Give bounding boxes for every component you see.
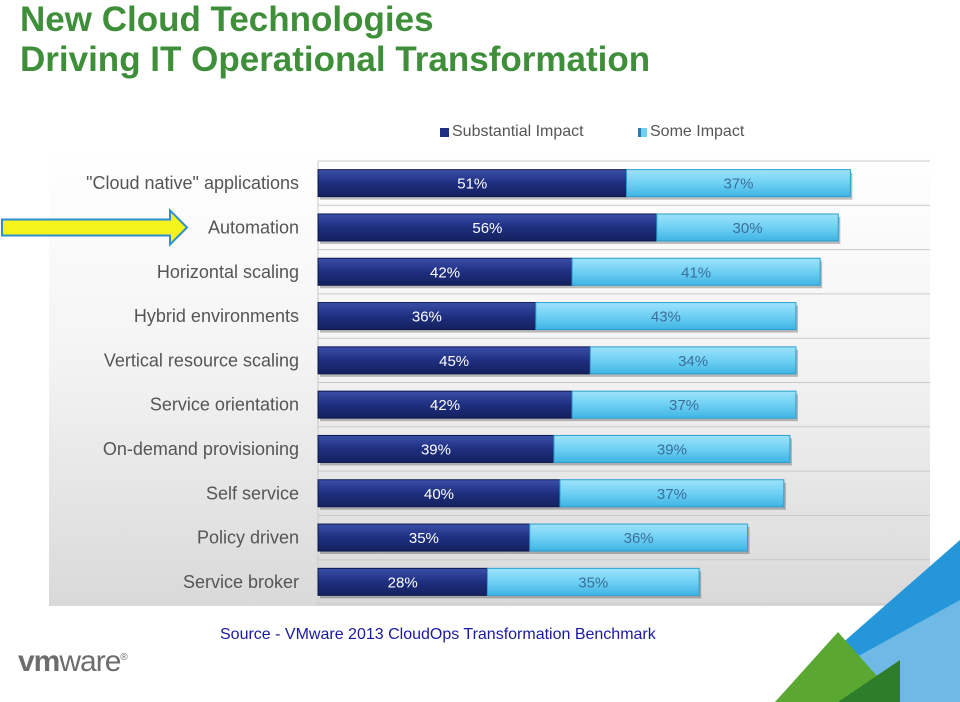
bar-substantial <box>317 213 658 242</box>
category-label: Hybrid environments <box>134 306 299 326</box>
title-line-2: Driving IT Operational Transformation <box>20 40 651 79</box>
data-label-some: 34% <box>678 353 708 370</box>
bar-substantial <box>317 302 537 331</box>
bar-some <box>529 523 749 552</box>
bar-some <box>571 390 797 419</box>
bar-some <box>589 346 797 375</box>
category-label: On-demand provisioning <box>103 439 299 459</box>
bar-some <box>571 257 821 286</box>
data-label-substantial: 45% <box>439 353 469 370</box>
page-title: New Cloud Technologies Driving IT Operat… <box>20 0 650 80</box>
legend-item-some: Some Impact <box>638 122 744 142</box>
bar-some <box>535 302 797 331</box>
legend-swatch-substantial <box>440 127 449 137</box>
category-label: Automation <box>208 217 299 237</box>
data-label-some: 37% <box>657 486 687 503</box>
bar-some <box>656 213 839 242</box>
legend-item-substantial: Substantial Impact <box>440 122 638 142</box>
bar-some <box>486 567 700 596</box>
bar-substantial <box>317 169 628 198</box>
legend-label-substantial: Substantial Impact <box>452 123 584 140</box>
chart-legend: Substantial Impact Some Impact <box>440 122 744 142</box>
bar-some <box>553 434 791 463</box>
data-label-some: 37% <box>723 176 753 193</box>
data-label-substantial: 36% <box>412 309 442 326</box>
bar-substantial <box>317 567 488 596</box>
bar-substantial <box>317 346 591 375</box>
legend-swatch-some <box>638 127 647 137</box>
bar-substantial <box>317 479 561 508</box>
data-label-some: 30% <box>733 220 763 237</box>
bar-substantial <box>317 434 555 463</box>
data-label-substantial: 28% <box>388 574 418 591</box>
category-label: "Cloud native" applications <box>86 173 299 193</box>
legend-label-some: Some Impact <box>650 123 745 140</box>
data-label-some: 37% <box>669 397 699 414</box>
data-label-substantial: 35% <box>409 530 439 547</box>
bar-some <box>626 169 851 198</box>
title-line-1: New Cloud Technologies <box>20 0 434 39</box>
bar-substantial <box>317 257 573 286</box>
data-label-some: 43% <box>651 309 681 326</box>
data-label-substantial: 40% <box>424 486 454 503</box>
source-note: Source - VMware 2013 CloudOps Transforma… <box>220 626 656 643</box>
category-label: Horizontal scaling <box>157 262 299 282</box>
category-label: Self service <box>206 483 299 503</box>
vmware-logo: vmware® <box>18 645 128 678</box>
data-label-some: 39% <box>657 441 687 458</box>
bar-substantial <box>317 390 573 419</box>
data-label-substantial: 51% <box>457 176 487 193</box>
data-label-substantial: 56% <box>472 220 502 237</box>
category-label: Vertical resource scaling <box>104 350 299 370</box>
data-label-some: 35% <box>578 574 608 591</box>
category-label: Service broker <box>183 572 299 592</box>
data-label-substantial: 42% <box>430 397 460 414</box>
data-label-some: 36% <box>624 530 654 547</box>
bar-substantial <box>317 523 531 552</box>
category-label: Policy driven <box>197 528 299 548</box>
highlight-arrow-icon <box>1 208 189 247</box>
data-label-substantial: 39% <box>421 441 451 458</box>
data-label-substantial: 42% <box>430 264 460 281</box>
data-label-some: 41% <box>681 264 711 281</box>
category-label: Service orientation <box>150 395 299 415</box>
bar-some <box>559 479 785 508</box>
